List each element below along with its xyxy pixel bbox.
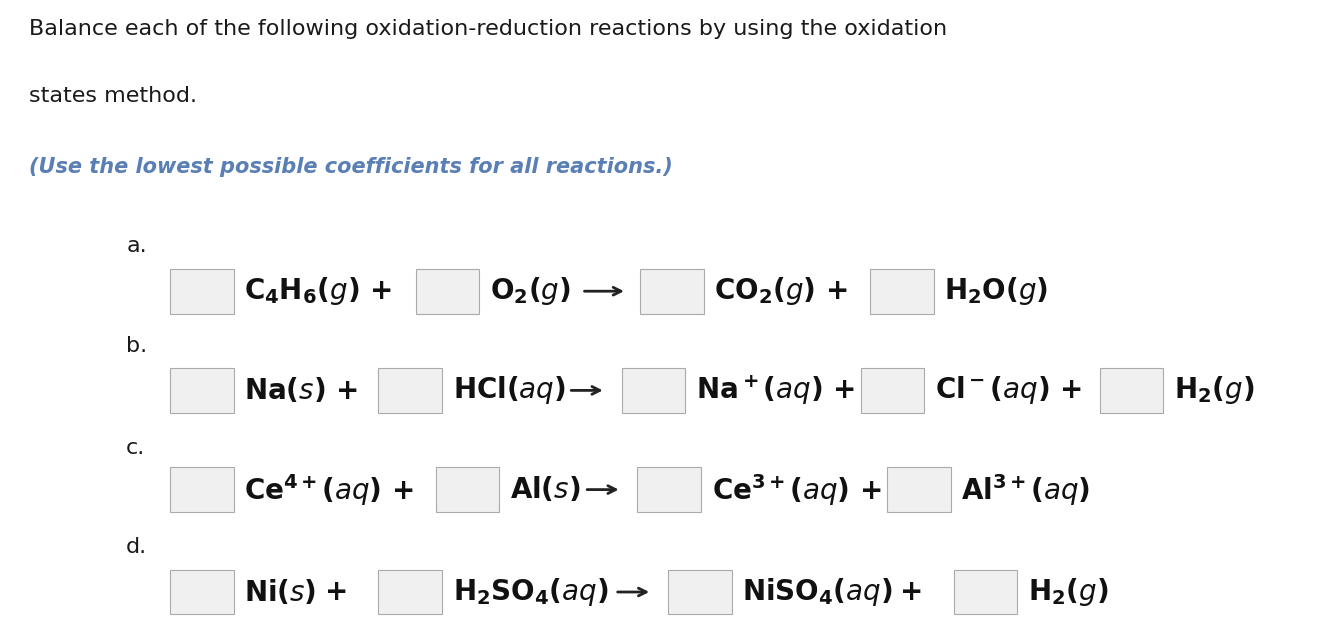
Text: a.: a.	[126, 236, 147, 257]
Text: $\mathbf{CO_2}$($\mathit{g}$) +: $\mathbf{CO_2}$($\mathit{g}$) +	[714, 275, 849, 307]
FancyBboxPatch shape	[640, 269, 704, 314]
FancyBboxPatch shape	[378, 368, 442, 413]
Text: (Use the lowest possible coefficients for all reactions.): (Use the lowest possible coefficients fo…	[29, 157, 673, 177]
FancyBboxPatch shape	[954, 570, 1017, 614]
FancyBboxPatch shape	[170, 368, 234, 413]
FancyBboxPatch shape	[378, 570, 442, 614]
Text: $\mathbf{H_2}$($\mathit{g}$): $\mathbf{H_2}$($\mathit{g}$)	[1174, 374, 1255, 406]
Text: $\mathbf{C_4H_6}$($\mathit{g}$) +: $\mathbf{C_4H_6}$($\mathit{g}$) +	[244, 275, 392, 307]
Text: $\mathbf{Al^{3+}}$($\mathit{aq}$): $\mathbf{Al^{3+}}$($\mathit{aq}$)	[961, 472, 1090, 508]
FancyBboxPatch shape	[170, 570, 234, 614]
Text: states method.: states method.	[29, 86, 198, 106]
Text: $\mathbf{NiSO_4}$($\mathit{aq}$): $\mathbf{NiSO_4}$($\mathit{aq}$)	[742, 576, 892, 608]
Text: +: +	[900, 578, 924, 606]
FancyBboxPatch shape	[637, 467, 701, 512]
FancyBboxPatch shape	[170, 467, 234, 512]
FancyBboxPatch shape	[1100, 368, 1163, 413]
FancyBboxPatch shape	[416, 269, 479, 314]
Text: $\mathbf{Cl^-}$($\mathit{aq}$) +: $\mathbf{Cl^-}$($\mathit{aq}$) +	[935, 374, 1082, 406]
FancyBboxPatch shape	[170, 269, 234, 314]
Text: $\mathbf{HCl}$($\mathit{aq}$): $\mathbf{HCl}$($\mathit{aq}$)	[453, 374, 566, 406]
FancyBboxPatch shape	[622, 368, 685, 413]
FancyBboxPatch shape	[887, 467, 951, 512]
Text: $\mathbf{Ce^{3+}}$($\mathit{aq}$) +: $\mathbf{Ce^{3+}}$($\mathit{aq}$) +	[712, 472, 882, 508]
Text: $\mathbf{Na}$($\mathit{s}$) +: $\mathbf{Na}$($\mathit{s}$) +	[244, 376, 359, 405]
Text: $\mathbf{H_2}$($\mathit{g}$): $\mathbf{H_2}$($\mathit{g}$)	[1028, 576, 1109, 608]
Text: +: +	[325, 578, 349, 606]
FancyBboxPatch shape	[870, 269, 934, 314]
Text: d.: d.	[126, 537, 147, 557]
FancyBboxPatch shape	[436, 467, 499, 512]
Text: $\mathbf{Ni}$($\mathit{s}$): $\mathbf{Ni}$($\mathit{s}$)	[244, 577, 316, 607]
FancyBboxPatch shape	[861, 368, 924, 413]
FancyBboxPatch shape	[668, 570, 732, 614]
Text: c.: c.	[126, 438, 145, 458]
Text: $\mathbf{Ce^{4+}}$($\mathit{aq}$) +: $\mathbf{Ce^{4+}}$($\mathit{aq}$) +	[244, 472, 414, 508]
Text: b.: b.	[126, 335, 147, 356]
Text: $\mathbf{Na^+}$($\mathit{aq}$) +: $\mathbf{Na^+}$($\mathit{aq}$) +	[696, 374, 855, 407]
Text: $\mathbf{H_2O}$($\mathit{g}$): $\mathbf{H_2O}$($\mathit{g}$)	[944, 275, 1048, 307]
Text: Balance each of the following oxidation-reduction reactions by using the oxidati: Balance each of the following oxidation-…	[29, 19, 947, 39]
Text: $\mathbf{Al}$($\mathit{s}$): $\mathbf{Al}$($\mathit{s}$)	[510, 475, 580, 504]
Text: $\mathbf{O_2}$($\mathit{g}$): $\mathbf{O_2}$($\mathit{g}$)	[490, 275, 571, 307]
Text: $\mathbf{H_2SO_4}$($\mathit{aq}$): $\mathbf{H_2SO_4}$($\mathit{aq}$)	[453, 576, 608, 608]
